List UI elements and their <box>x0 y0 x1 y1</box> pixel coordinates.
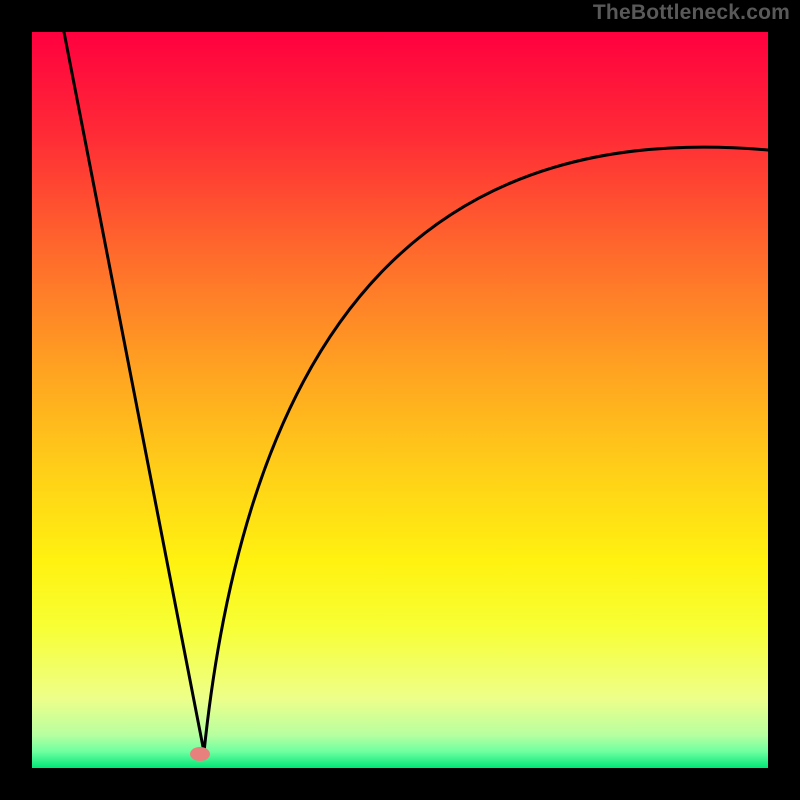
watermark-label: TheBottleneck.com <box>593 1 790 25</box>
bottleneck-chart <box>32 32 768 768</box>
minimum-marker <box>190 747 210 761</box>
chart-background <box>32 32 768 768</box>
chart-frame: TheBottleneck.com <box>0 0 800 800</box>
